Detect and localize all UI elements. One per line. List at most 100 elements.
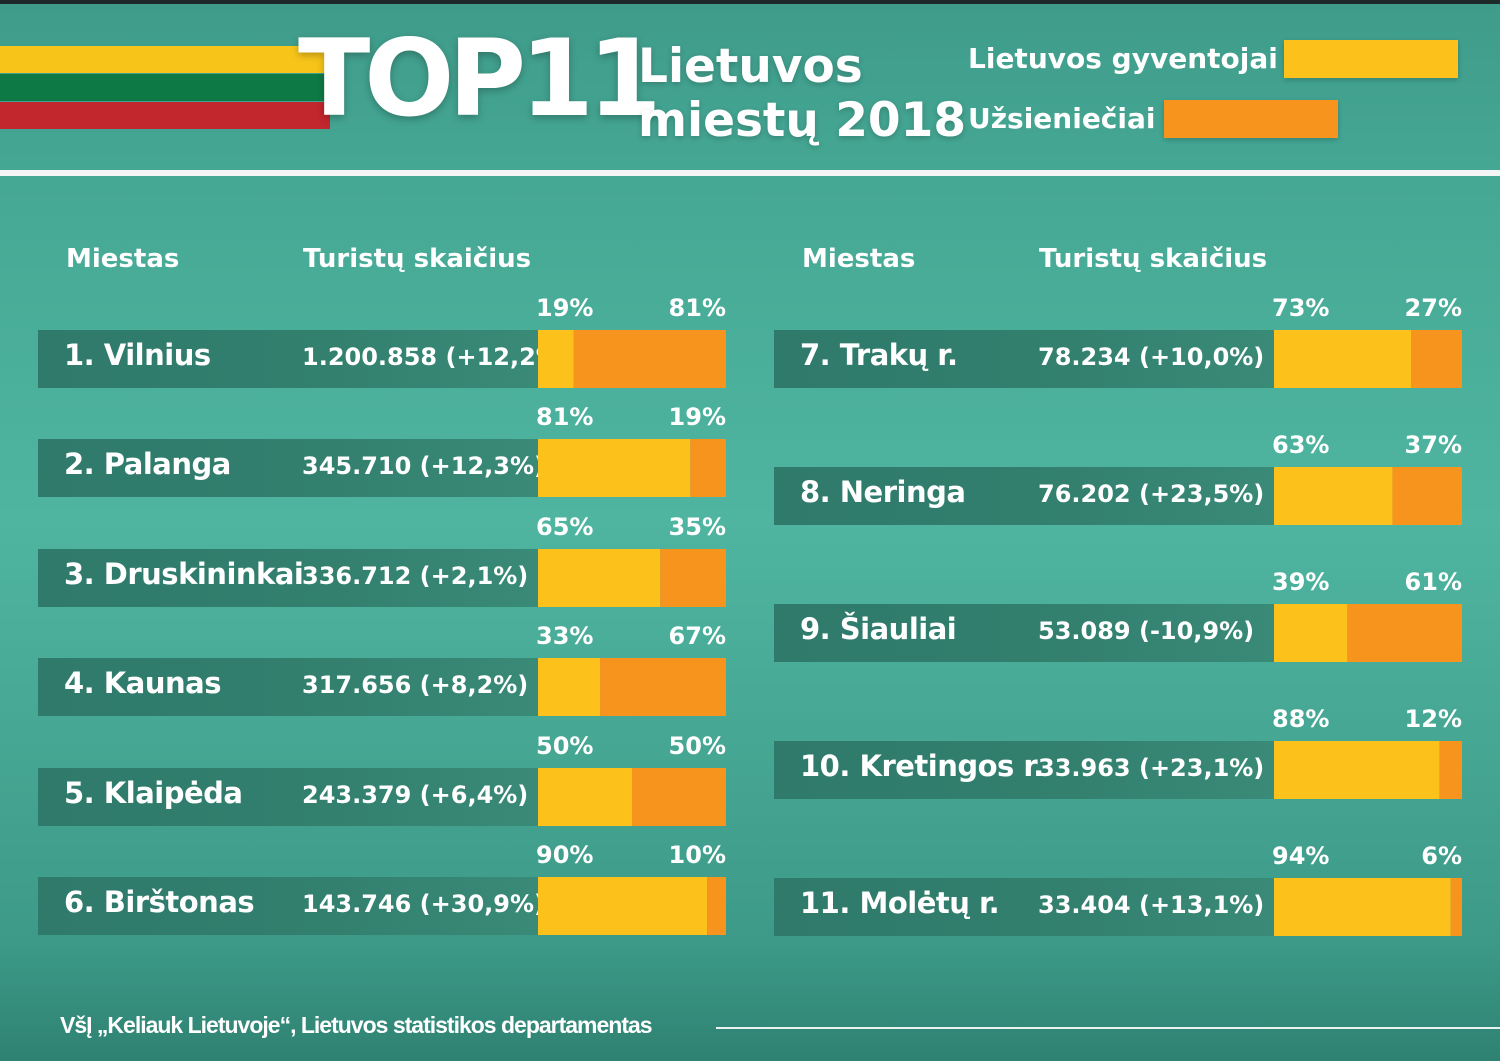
footer-rule [716, 1027, 1500, 1029]
legend: Lietuvos gyventojai Užsieniečiai [968, 38, 1468, 148]
row-band [774, 604, 1274, 662]
stacked-bar [1274, 467, 1462, 525]
bar-segment-foreign [600, 658, 726, 716]
bar-segment-foreign [690, 439, 726, 497]
domestic-percent-label: 39% [1272, 568, 1330, 596]
bar-segment-foreign [1439, 741, 1462, 799]
chart-row: 7. Trakų r. 78.234 (+10,0%) 73% 27% [774, 294, 1462, 390]
chart-row: 5. Klaipėda 243.379 (+6,4%) 50% 50% [38, 732, 726, 828]
domestic-percent-label: 50% [536, 732, 594, 760]
title-subtitle: Lietuvos miestų 2018 [638, 40, 966, 148]
chart-row: 9. Šiauliai 53.089 (-10,9%) 39% 61% [774, 568, 1462, 664]
bar-segment-domestic [1274, 878, 1451, 936]
bar-segment-foreign [632, 768, 726, 826]
top-edge [0, 0, 1500, 4]
domestic-percent-label: 65% [536, 513, 594, 541]
city-name: 9. Šiauliai [800, 612, 957, 646]
title-subtitle-line2: miestų 2018 [638, 93, 967, 148]
domestic-percent-label: 90% [536, 841, 594, 869]
city-name: 4. Kaunas [64, 666, 221, 700]
city-name: 7. Trakų r. [800, 338, 958, 372]
city-name: 5. Klaipėda [64, 776, 243, 810]
domestic-percent-label: 88% [1272, 705, 1330, 733]
tourist-count: 33.404 (+13,1%) [1038, 891, 1265, 919]
tourist-count: 345.710 (+12,3%) [302, 452, 545, 480]
row-band [38, 768, 538, 826]
bar-segment-foreign [1347, 604, 1462, 662]
stacked-bar [1274, 604, 1462, 662]
foreign-percent-label: 61% [1404, 568, 1462, 596]
chart-row: 8. Neringa 76.202 (+23,5%) 63% 37% [774, 431, 1462, 527]
source-note: VšĮ „Keliauk Lietuvoje“, Lietuvos statis… [60, 1012, 653, 1038]
bar-segment-foreign [1411, 330, 1462, 388]
row-band [38, 549, 538, 607]
row-band [774, 741, 1274, 799]
bar-segment-domestic [1274, 330, 1412, 388]
stacked-bar [538, 439, 726, 497]
legend-item-foreign: Užsieniečiai [968, 100, 1468, 140]
row-band [38, 330, 538, 388]
stacked-bar [538, 658, 726, 716]
bar-segment-domestic [1274, 741, 1440, 799]
stacked-bar [538, 330, 726, 388]
foreign-percent-label: 19% [668, 403, 726, 431]
chart-row: 4. Kaunas 317.656 (+8,2%) 33% 67% [38, 622, 726, 718]
domestic-percent-label: 19% [536, 294, 594, 322]
chart-row: 10. Kretingos r. 33.963 (+23,1%) 88% 12% [774, 705, 1462, 801]
foreign-percent-label: 37% [1404, 431, 1462, 459]
title-subtitle-line1: Lietuvos [638, 39, 863, 94]
stacked-bar [538, 549, 726, 607]
chart-row: 11. Molėtų r. 33.404 (+13,1%) 94% 6% [774, 842, 1462, 938]
bar-segment-domestic [538, 439, 691, 497]
bar-segment-domestic [538, 549, 661, 607]
row-band [774, 878, 1274, 936]
domestic-percent-label: 73% [1272, 294, 1330, 322]
bar-segment-domestic [538, 768, 632, 826]
bar-segment-domestic [538, 330, 574, 388]
right-count-header: Turistų skaičius [1039, 244, 1268, 274]
bar-segment-foreign [573, 330, 726, 388]
chart-row: 2. Palanga 345.710 (+12,3%) 81% 19% [38, 403, 726, 499]
legend-label-foreign: Užsieniečiai [968, 102, 1156, 135]
bar-segment-foreign [707, 877, 726, 935]
legend-label-domestic: Lietuvos gyventojai [968, 42, 1278, 75]
title-top11: TOP11 [298, 17, 662, 140]
city-name: 6. Birštonas [64, 885, 255, 919]
domestic-percent-label: 81% [536, 403, 594, 431]
chart-row: 3. Druskininkai 336.712 (+2,1%) 65% 35% [38, 513, 726, 609]
row-band [774, 330, 1274, 388]
header-divider [0, 170, 1500, 176]
domestic-percent-label: 94% [1272, 842, 1330, 870]
city-name: 8. Neringa [800, 475, 966, 509]
stacked-bar [1274, 741, 1462, 799]
stacked-bar [1274, 330, 1462, 388]
foreign-percent-label: 67% [668, 622, 726, 650]
bar-segment-domestic [1274, 604, 1348, 662]
tourist-count: 78.234 (+10,0%) [1038, 343, 1265, 371]
lithuanian-flag-icon [0, 46, 330, 129]
tourist-count: 53.089 (-10,9%) [1038, 617, 1255, 645]
foreign-percent-label: 35% [668, 513, 726, 541]
left-count-header: Turistų skaičius [303, 244, 532, 274]
city-name: 11. Molėtų r. [800, 886, 1000, 920]
chart-row: 1. Vilnius 1.200.858 (+12,2%) 19% 81% [38, 294, 726, 390]
city-name: 1. Vilnius [64, 338, 211, 372]
tourist-count: 76.202 (+23,5%) [1038, 480, 1265, 508]
legend-swatch-foreign [1164, 100, 1338, 138]
stacked-bar [538, 877, 726, 935]
domestic-percent-label: 63% [1272, 431, 1330, 459]
stacked-bar [1274, 878, 1462, 936]
foreign-percent-label: 12% [1404, 705, 1462, 733]
bar-segment-domestic [1274, 467, 1393, 525]
row-band [38, 439, 538, 497]
legend-swatch-domestic [1284, 40, 1458, 78]
tourist-count: 243.379 (+6,4%) [302, 781, 529, 809]
domestic-percent-label: 33% [536, 622, 594, 650]
right-city-header: Miestas [802, 244, 916, 274]
stacked-bar [538, 768, 726, 826]
row-band [774, 467, 1274, 525]
tourist-count: 336.712 (+2,1%) [302, 562, 529, 590]
bar-segment-foreign [660, 549, 726, 607]
foreign-percent-label: 50% [668, 732, 726, 760]
chart-row: 6. Birštonas 143.746 (+30,9%) 90% 10% [38, 841, 726, 937]
